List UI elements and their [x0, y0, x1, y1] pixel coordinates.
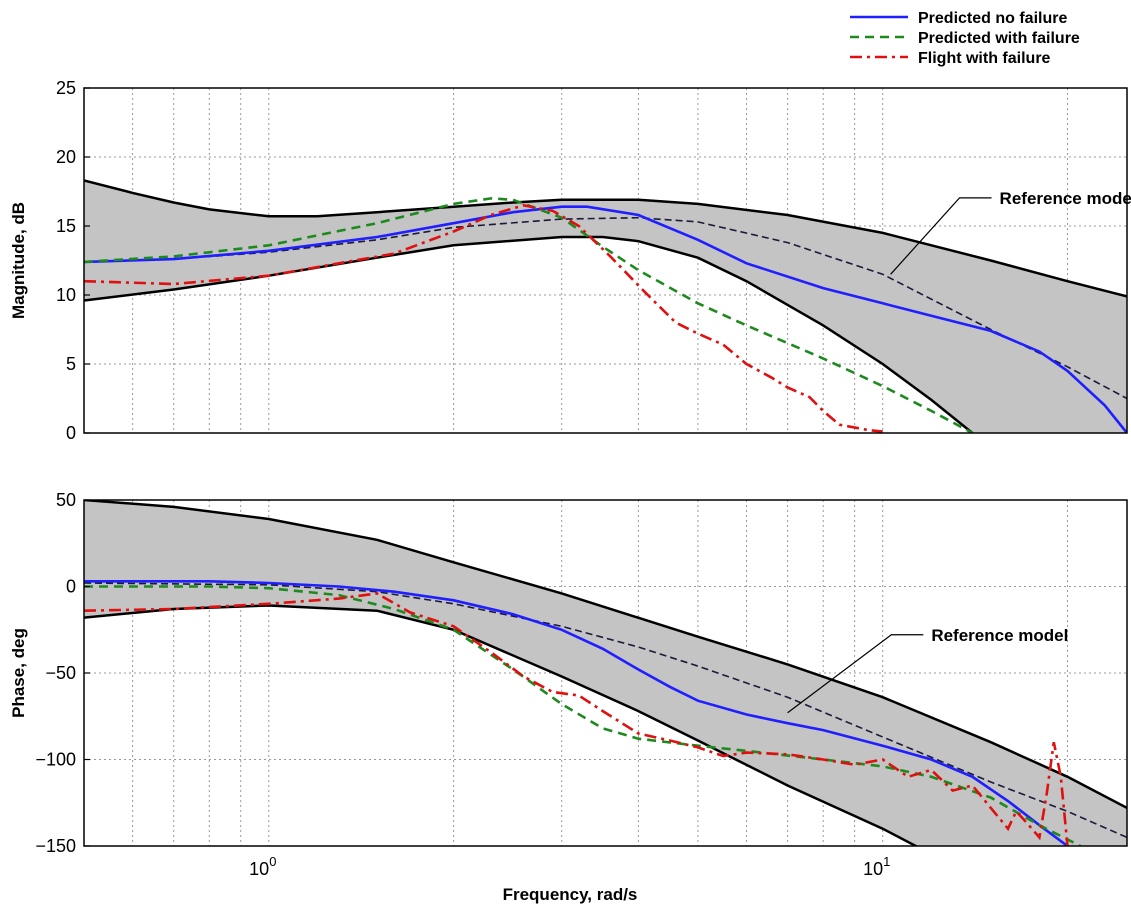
magnitude-envelope-upper-edge	[84, 179, 1127, 298]
mag-y-tick-label: 20	[56, 147, 76, 167]
mag-series-line-predicted-with-failure	[84, 197, 974, 433]
magnitude-y-axis-label: Magnitude, dB	[9, 202, 28, 319]
x-tick-label: 101	[863, 854, 890, 879]
magnitude-reference-model-line	[84, 216, 1127, 400]
mag-series-line-predicted-no-failure	[84, 205, 1127, 433]
x-axis-label: Frequency, rad/s	[503, 885, 638, 904]
ph-series-line-predicted-with-failure	[84, 585, 1082, 846]
magnitude-series	[84, 197, 1127, 433]
magnitude-axes-frame	[83, 87, 1128, 434]
legend-label: Predicted with failure	[918, 30, 1080, 47]
legend-label: Predicted no failure	[918, 10, 1067, 27]
phase-envelope	[84, 500, 1127, 846]
mag-y-tick-label: 15	[56, 216, 76, 236]
ph-y-tick-label: 0	[66, 577, 76, 597]
phase-y-axis-label: Phase, deg	[9, 628, 28, 718]
phase-panel: −150 −100 −50 0 50 100 101 Reference model Ph…	[9, 490, 1128, 904]
mag-annotation-leader-line	[890, 197, 992, 275]
ph-annotation-text: Reference model	[931, 626, 1068, 645]
mag-series-line-flight-with-failure	[84, 203, 883, 433]
mag-y-tick-label: 10	[56, 285, 76, 305]
legend: Predicted no failure Predicted with failu…	[850, 10, 1080, 67]
x-tick-label: 100	[249, 854, 276, 879]
ph-series-line-predicted-no-failure	[84, 580, 1069, 846]
mag-y-tick-label: 25	[56, 78, 76, 98]
phase-y-tick-labels: −150 −100 −50 0 50	[35, 490, 90, 856]
mag-annotation-text: Reference model	[1000, 189, 1131, 208]
ph-y-tick-label: −150	[35, 836, 76, 856]
ph-y-tick-label: −100	[35, 750, 76, 770]
ph-y-tick-label: −50	[45, 663, 76, 683]
mag-y-tick-label: 0	[66, 423, 76, 443]
ph-annotation-leader-line	[787, 634, 924, 714]
ph-y-tick-label: 50	[56, 490, 76, 510]
magnitude-reference-annotation: Reference model	[890, 189, 1131, 275]
phase-reference-model-line	[84, 582, 1127, 839]
phase-reference-annotation: Reference model	[787, 626, 1068, 714]
phase-series	[84, 580, 1082, 846]
phase-envelope-upper-edge	[84, 500, 1127, 810]
mag-y-tick-label: 5	[66, 354, 76, 374]
magnitude-y-tick-labels: 0 5 10 15 20 25	[56, 78, 90, 443]
magnitude-envelope	[84, 180, 1127, 433]
ph-series-line-flight-with-failure	[84, 592, 1069, 846]
phase-x-tick-labels: 100 101	[249, 854, 890, 879]
magnitude-panel: 0 5 10 15 20 25 Reference model Magnitude, dB	[9, 78, 1131, 443]
legend-label: Flight with failure	[918, 50, 1051, 67]
